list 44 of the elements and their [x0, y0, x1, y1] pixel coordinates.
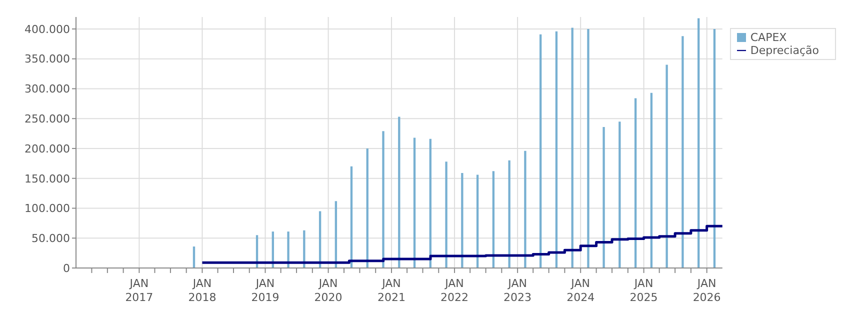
bar — [618, 122, 621, 268]
bar — [602, 126, 605, 268]
x-tick-label: JAN 2019 — [251, 277, 280, 304]
x-tick-label: JAN 2018 — [188, 277, 216, 304]
bar — [508, 160, 510, 268]
legend-label: CAPEX — [750, 31, 787, 44]
x-tick-label: JAN 2024 — [566, 277, 595, 304]
bar — [366, 148, 368, 268]
bar — [461, 172, 464, 268]
y-tick-label: 350.000 — [24, 52, 70, 66]
bar — [303, 230, 306, 268]
x-tick-label: JAN 2020 — [314, 277, 342, 304]
bar — [650, 92, 653, 268]
legend-label: Depreciação — [750, 44, 819, 57]
x-tick-label: JAN 2017 — [125, 277, 154, 304]
bar — [192, 246, 196, 268]
x-tick-label: JAN 2023 — [504, 277, 532, 304]
y-tick-label: 400.000 — [24, 22, 70, 36]
x-tick-label: JAN 2022 — [440, 277, 469, 304]
y-tick-label: 200.000 — [24, 142, 70, 156]
bar — [524, 150, 526, 268]
bar — [413, 138, 416, 268]
bar — [697, 18, 700, 268]
y-tick-label: 0 — [63, 262, 70, 275]
y-tick-label: 300.000 — [24, 82, 70, 96]
bar — [634, 98, 637, 268]
bar — [445, 162, 448, 268]
bar — [287, 232, 290, 268]
bar — [682, 36, 684, 268]
x-tick-label: JAN 2021 — [377, 277, 406, 304]
bar — [666, 64, 668, 268]
y-tick-label: 50.000 — [32, 232, 70, 246]
bar — [398, 116, 400, 268]
bar — [571, 28, 574, 268]
y-tick-label: 100.000 — [24, 202, 70, 216]
y-tick-label: 150.000 — [24, 172, 70, 186]
x-tick-label: JAN 2025 — [630, 277, 658, 304]
bar — [587, 28, 590, 268]
y-tick-label: 250.000 — [24, 112, 70, 126]
bar — [382, 131, 384, 268]
bar — [555, 31, 558, 268]
bar — [713, 28, 716, 268]
bar — [539, 34, 542, 268]
x-tick-label: JAN 2026 — [692, 277, 721, 304]
